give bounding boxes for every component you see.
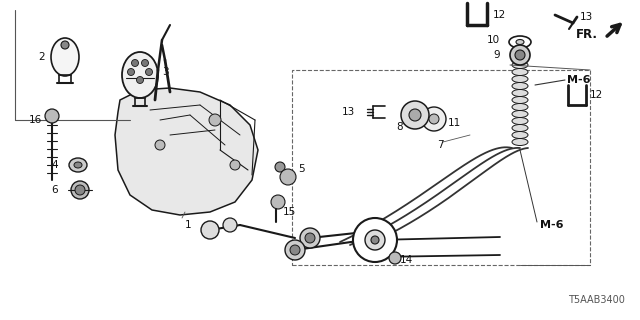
Text: 4: 4 bbox=[51, 160, 58, 170]
Text: 5: 5 bbox=[298, 164, 305, 174]
Circle shape bbox=[515, 50, 525, 60]
Ellipse shape bbox=[512, 110, 528, 117]
Ellipse shape bbox=[512, 61, 528, 68]
Ellipse shape bbox=[512, 124, 528, 132]
Circle shape bbox=[127, 68, 134, 76]
Circle shape bbox=[145, 68, 152, 76]
Text: 10: 10 bbox=[487, 35, 500, 45]
Text: 13: 13 bbox=[342, 107, 355, 117]
Ellipse shape bbox=[516, 39, 524, 44]
Text: 11: 11 bbox=[448, 118, 461, 128]
Ellipse shape bbox=[512, 117, 528, 124]
Text: 6: 6 bbox=[51, 185, 58, 195]
Circle shape bbox=[141, 60, 148, 67]
Text: 12: 12 bbox=[493, 10, 506, 20]
Ellipse shape bbox=[509, 36, 531, 48]
Circle shape bbox=[300, 228, 320, 248]
Text: 16: 16 bbox=[29, 115, 42, 125]
Text: 8: 8 bbox=[396, 122, 403, 132]
Ellipse shape bbox=[512, 97, 528, 103]
Ellipse shape bbox=[51, 38, 79, 76]
Ellipse shape bbox=[512, 132, 528, 139]
Circle shape bbox=[290, 245, 300, 255]
Polygon shape bbox=[115, 88, 258, 215]
Circle shape bbox=[389, 252, 401, 264]
Text: T5AAB3400: T5AAB3400 bbox=[568, 295, 625, 305]
Text: 1: 1 bbox=[185, 220, 191, 230]
Circle shape bbox=[155, 140, 165, 150]
Text: 12: 12 bbox=[590, 90, 604, 100]
Ellipse shape bbox=[74, 162, 82, 168]
Circle shape bbox=[353, 218, 397, 262]
Circle shape bbox=[131, 60, 138, 67]
Text: 13: 13 bbox=[580, 12, 593, 22]
Circle shape bbox=[230, 160, 240, 170]
Circle shape bbox=[75, 185, 85, 195]
Circle shape bbox=[510, 45, 530, 65]
Circle shape bbox=[223, 218, 237, 232]
Circle shape bbox=[422, 107, 446, 131]
Text: M-6: M-6 bbox=[540, 220, 563, 230]
Circle shape bbox=[280, 169, 296, 185]
Text: 7: 7 bbox=[437, 140, 444, 150]
Ellipse shape bbox=[122, 52, 158, 98]
Circle shape bbox=[136, 76, 143, 84]
Ellipse shape bbox=[512, 139, 528, 146]
Circle shape bbox=[271, 195, 285, 209]
Circle shape bbox=[209, 114, 221, 126]
Circle shape bbox=[285, 240, 305, 260]
Circle shape bbox=[45, 109, 59, 123]
Ellipse shape bbox=[512, 83, 528, 90]
Ellipse shape bbox=[61, 41, 69, 49]
Circle shape bbox=[71, 181, 89, 199]
Text: 3: 3 bbox=[162, 67, 168, 77]
Text: M-6: M-6 bbox=[567, 75, 591, 85]
Ellipse shape bbox=[512, 103, 528, 110]
Text: FR.: FR. bbox=[576, 28, 598, 41]
Circle shape bbox=[409, 109, 421, 121]
Bar bbox=[292, 70, 590, 265]
Ellipse shape bbox=[512, 90, 528, 97]
Circle shape bbox=[401, 101, 429, 129]
Circle shape bbox=[429, 114, 439, 124]
Text: 15: 15 bbox=[283, 207, 296, 217]
Circle shape bbox=[371, 236, 379, 244]
Circle shape bbox=[201, 221, 219, 239]
Text: 9: 9 bbox=[493, 50, 500, 60]
Ellipse shape bbox=[512, 76, 528, 83]
Ellipse shape bbox=[69, 158, 87, 172]
Text: 2: 2 bbox=[38, 52, 45, 62]
Ellipse shape bbox=[512, 68, 528, 76]
Text: 14: 14 bbox=[400, 255, 413, 265]
Circle shape bbox=[275, 162, 285, 172]
Circle shape bbox=[365, 230, 385, 250]
Circle shape bbox=[305, 233, 315, 243]
